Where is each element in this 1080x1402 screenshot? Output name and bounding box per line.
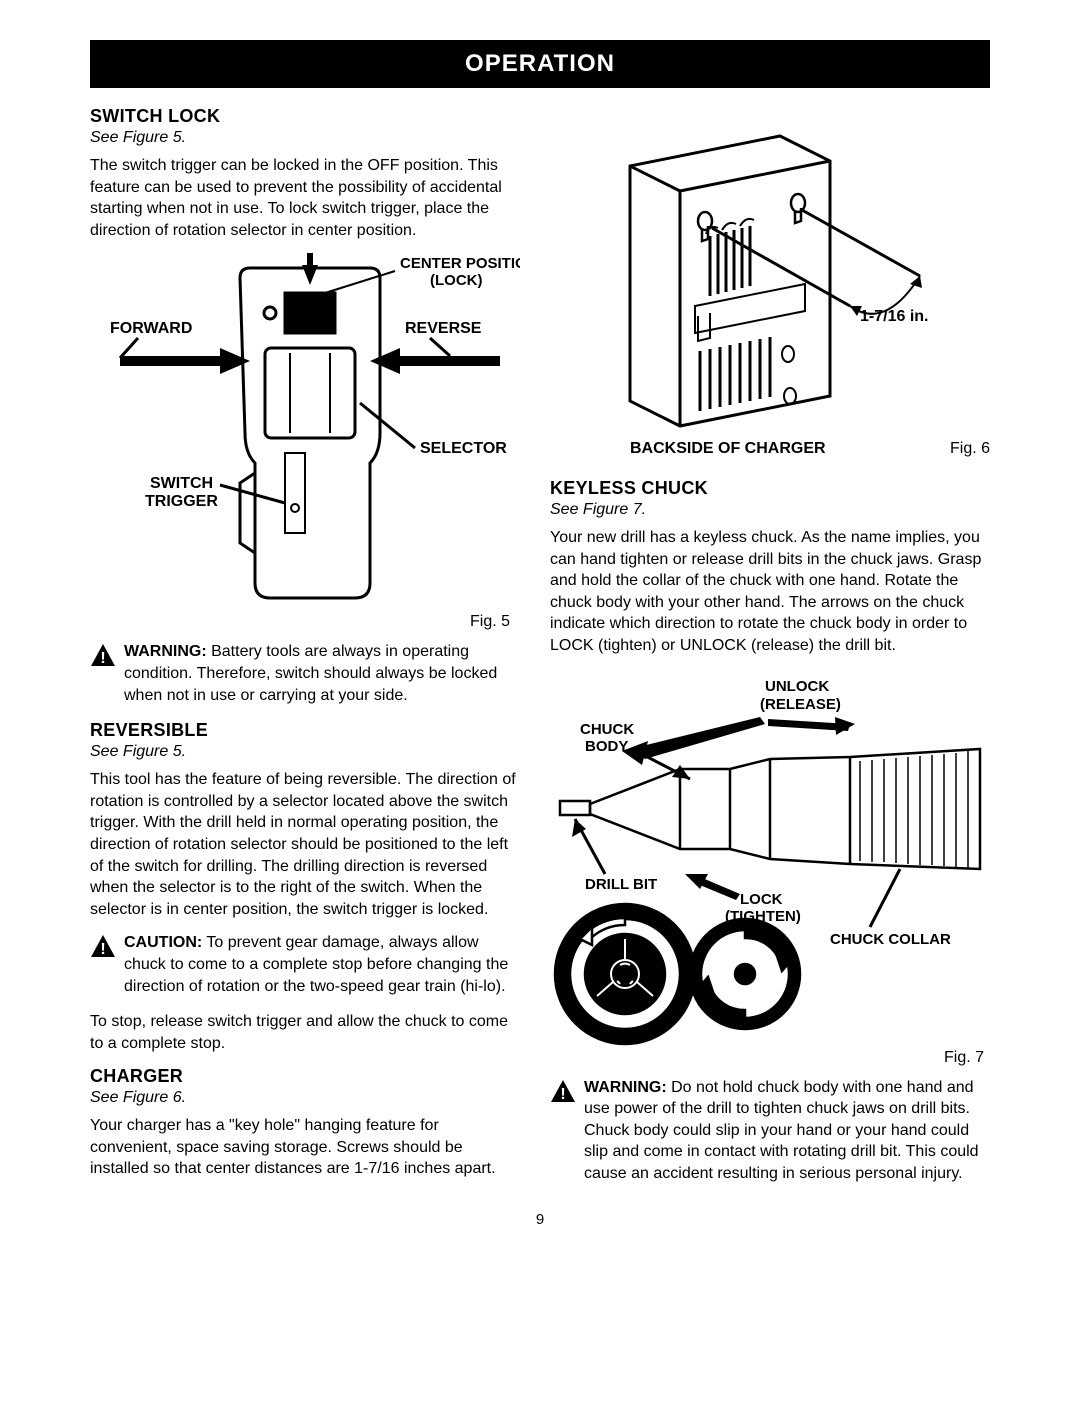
keyless-title: KEYLESS CHUCK	[550, 478, 990, 499]
keyless-para: Your new drill has a keyless chuck. As t…	[550, 527, 990, 657]
figure-7: UNLOCK (RELEASE) CHUCK BODY DRILL BIT LO…	[550, 669, 990, 1067]
charger-para: Your charger has a "key hole" hanging fe…	[90, 1115, 520, 1180]
charger-seefig: See Figure 6.	[90, 1089, 520, 1107]
keyless-seefig: See Figure 7.	[550, 501, 990, 519]
svg-text:!: !	[560, 1086, 565, 1103]
fig6-caption-left: BACKSIDE OF CHARGER	[550, 440, 826, 458]
fig5-label-switch-l1: SWITCH	[150, 475, 213, 492]
fig7-lock-l2: (TIGHTEN)	[725, 908, 801, 925]
fig5-label-center-l1: CENTER POSITION	[400, 255, 520, 272]
fig7-lock-l1: LOCK	[740, 891, 783, 908]
left-column: SWITCH LOCK See Figure 5. The switch tri…	[90, 106, 520, 1199]
switchlock-title: SWITCH LOCK	[90, 106, 520, 127]
charger-title: CHARGER	[90, 1066, 520, 1087]
right-column: 1-7/16 in. BACKSIDE OF CHARGER Fig. 6 KE…	[550, 106, 990, 1199]
fig7-unlock-l1: UNLOCK	[765, 678, 829, 695]
warning-2: ! WARNING: Do not hold chuck body with o…	[550, 1077, 990, 1185]
fig6-dim: 1-7/16 in.	[860, 308, 928, 325]
warning1-lead: WARNING:	[124, 643, 207, 660]
fig5-label-switch-l2: TRIGGER	[145, 493, 218, 510]
page-number: 9	[90, 1211, 990, 1228]
stop-para: To stop, release switch trigger and allo…	[90, 1011, 520, 1054]
reversible-seefig: See Figure 5.	[90, 743, 520, 761]
fig7-drillbit: DRILL BIT	[585, 876, 657, 893]
fig5-caption: Fig. 5	[90, 613, 520, 631]
warning-icon: !	[90, 643, 116, 667]
figure-5: CENTER POSITION (LOCK) FORWARD REVERSE	[90, 253, 520, 631]
svg-text:!: !	[100, 941, 105, 958]
reversible-title: REVERSIBLE	[90, 720, 520, 741]
section-banner: OPERATION	[90, 40, 990, 88]
warning-icon: !	[90, 934, 116, 958]
fig5-label-center-l2: (LOCK)	[430, 272, 483, 289]
caution-1: ! CAUTION: To prevent gear damage, alway…	[90, 932, 520, 997]
caution-lead: CAUTION:	[124, 934, 202, 951]
fig7-collar: CHUCK COLLAR	[830, 931, 951, 948]
switchlock-para: The switch trigger can be locked in the …	[90, 155, 520, 241]
svg-text:!: !	[100, 650, 105, 667]
fig7-unlock-l2: (RELEASE)	[760, 696, 841, 713]
warning2-lead: WARNING:	[584, 1079, 667, 1096]
fig5-label-selector: SELECTOR	[420, 440, 507, 457]
warning-icon: !	[550, 1079, 576, 1103]
switchlock-seefig: See Figure 5.	[90, 129, 520, 147]
reversible-para: This tool has the feature of being rever…	[90, 769, 520, 920]
fig7-chuckbody-l1: CHUCK	[580, 721, 634, 738]
fig6-caption-right: Fig. 6	[950, 440, 990, 458]
fig7-chuckbody-l2: BODY	[585, 738, 628, 755]
warning-1: ! WARNING: Battery tools are always in o…	[90, 641, 520, 706]
two-column-layout: SWITCH LOCK See Figure 5. The switch tri…	[90, 106, 990, 1199]
fig5-label-forward: FORWARD	[110, 320, 192, 337]
fig5-label-reverse: REVERSE	[405, 320, 482, 337]
figure-6: 1-7/16 in. BACKSIDE OF CHARGER Fig. 6	[550, 106, 990, 468]
fig7-caption: Fig. 7	[550, 1049, 990, 1067]
